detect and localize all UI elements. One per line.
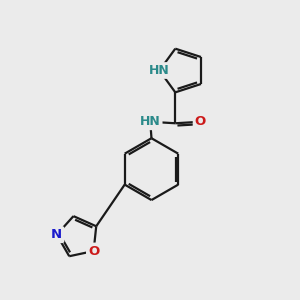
Text: O: O xyxy=(88,244,99,257)
Text: HN: HN xyxy=(149,64,170,77)
Text: HN: HN xyxy=(140,115,160,128)
Text: N: N xyxy=(51,228,62,241)
Text: O: O xyxy=(195,115,206,128)
